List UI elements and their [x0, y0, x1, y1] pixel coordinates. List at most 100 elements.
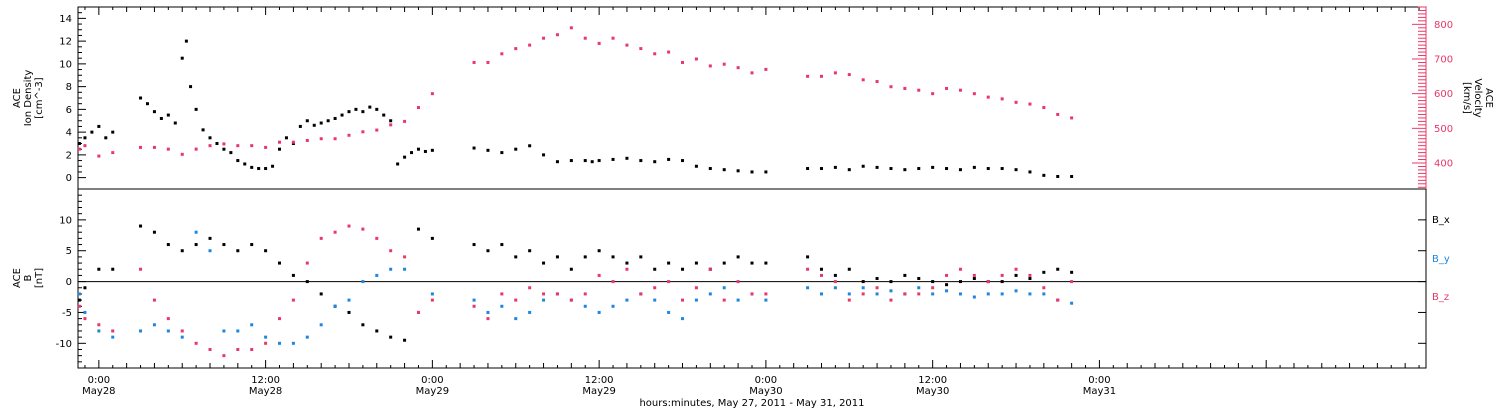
bz-point [611, 280, 615, 284]
velocity-point [1042, 106, 1046, 110]
x-tick-time-label: 0:00 [88, 375, 110, 386]
top-left-y-axis: 0 2 4 6 8 10 12 14 [59, 6, 86, 184]
bx-point [305, 280, 309, 284]
density-point [189, 85, 193, 89]
density-point [312, 123, 316, 127]
bx-point [681, 267, 685, 271]
bz-point [111, 329, 115, 333]
top-right-ylabel-line2: Velocity [1472, 78, 1483, 117]
x-tick-date-label: May30 [749, 386, 782, 397]
bx-point [528, 249, 532, 253]
bz-point [250, 347, 254, 351]
velocity-point [375, 128, 379, 132]
density-point [569, 159, 573, 163]
by-point [278, 341, 282, 345]
by-point [305, 335, 309, 339]
bz-point [83, 317, 87, 321]
by-point [806, 286, 810, 290]
data-marks [77, 26, 1074, 358]
bz-point [597, 273, 601, 277]
bz-point [583, 292, 587, 296]
density-point [708, 167, 712, 171]
bx-point [1042, 270, 1046, 274]
velocity-point [236, 144, 240, 148]
bz-point [1056, 298, 1060, 302]
bz-point [222, 354, 226, 358]
density-point [764, 170, 768, 174]
density-point [917, 167, 921, 171]
bx-point [722, 261, 726, 265]
density-point [347, 110, 351, 114]
velocity-point [611, 36, 615, 40]
bz-point [1042, 286, 1046, 290]
by-point [625, 298, 629, 302]
velocity-point [152, 145, 156, 149]
density-point [278, 147, 282, 151]
density-point [382, 113, 386, 117]
density-point [486, 148, 490, 152]
bx-point [500, 243, 504, 247]
density-point [423, 149, 427, 153]
velocity-point [514, 47, 518, 51]
density-point [243, 162, 247, 166]
density-point [722, 168, 726, 172]
by-point [764, 298, 768, 302]
by-point [945, 289, 949, 293]
bz-point [806, 267, 810, 271]
velocity-point [333, 137, 337, 141]
velocity-point [875, 80, 879, 84]
bx-point [472, 243, 476, 247]
by-point [139, 329, 143, 333]
bx-point [625, 261, 629, 265]
bx-point [250, 243, 254, 247]
density-point [184, 39, 188, 43]
x-axis-ticks: 0:00May2812:00May280:00May2912:00May290:… [82, 7, 1420, 397]
velocity-point [833, 71, 837, 75]
bz-point [555, 292, 559, 296]
velocity-point [708, 64, 712, 68]
density-point [1014, 168, 1018, 172]
density-point [958, 168, 962, 172]
by-point [1014, 289, 1018, 293]
bz-point [972, 273, 976, 277]
velocity-point [291, 140, 295, 144]
density-point [528, 144, 532, 148]
velocity-point [917, 88, 921, 92]
density-point [90, 130, 94, 134]
bx-point [514, 255, 518, 259]
bz-point [847, 298, 851, 302]
bx-point [222, 243, 226, 247]
density-point [430, 148, 434, 152]
by-point [208, 249, 212, 253]
bz-point [903, 292, 907, 296]
density-point [159, 116, 163, 120]
by-point [180, 335, 184, 339]
density-point [861, 164, 865, 168]
density-point [97, 124, 101, 128]
velocity-point [166, 147, 170, 151]
density-point [931, 165, 935, 169]
top-left-ytick-label: 6 [66, 105, 72, 116]
bz-point [1014, 267, 1018, 271]
bz-point [1028, 273, 1032, 277]
by-point [694, 298, 698, 302]
x-tick-time-label: 12:00 [918, 375, 947, 386]
velocity-point [653, 52, 657, 56]
by-point [194, 230, 198, 234]
density-point [806, 167, 810, 171]
velocity-point [750, 71, 754, 75]
bz-point [166, 317, 170, 321]
velocity-point [694, 57, 698, 61]
velocity-point [958, 88, 962, 92]
density-point [542, 153, 546, 157]
by-point [931, 292, 935, 296]
top-right-ytick-label: 800 [1434, 20, 1453, 31]
by-point [264, 335, 268, 339]
bx-point [639, 255, 643, 259]
density-point [368, 105, 372, 109]
bottom-y-axis: -10 -5 0 5 10 [56, 194, 1426, 363]
bx-point [236, 249, 240, 253]
by-point [889, 289, 893, 293]
velocity-point [667, 50, 671, 54]
